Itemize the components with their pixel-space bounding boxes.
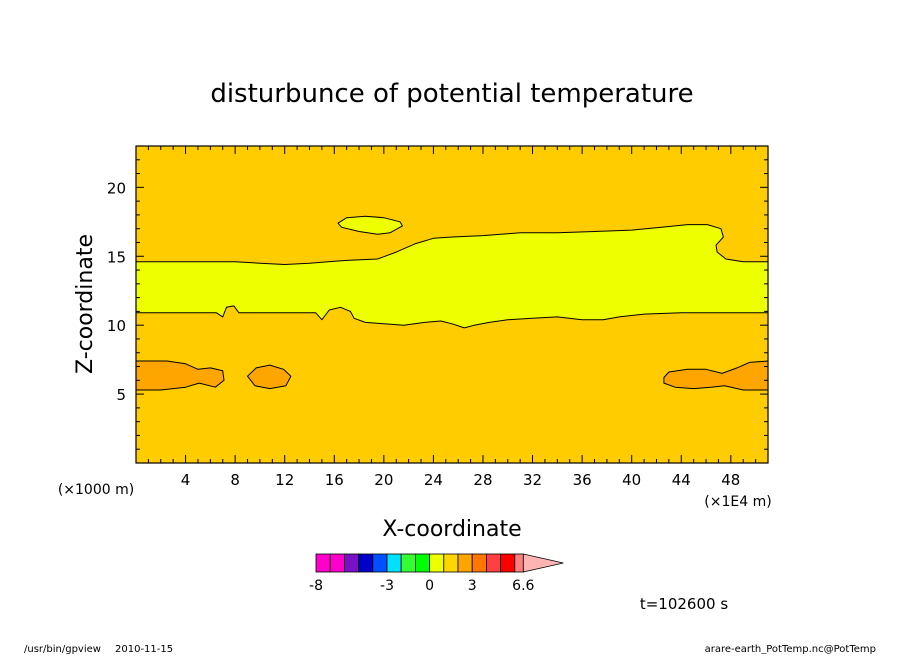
x-tick-label: 28	[473, 471, 492, 489]
footer-date: 2010-11-15	[115, 644, 173, 654]
chart-title: disturbunce of potential temperature	[210, 79, 693, 109]
x-tick-label: 36	[573, 471, 592, 489]
contour-region-mid-band	[135, 224, 769, 329]
y-tick-label: 5	[116, 386, 126, 404]
y-axis-unit: (×1000 m)	[58, 482, 134, 498]
footer-file-name: arare-earth_PotTemp.nc@PotTemp	[705, 644, 876, 654]
contour-region-orange-blob-left	[135, 360, 225, 391]
plot-regions	[135, 146, 769, 463]
colorbar-tick-label: 6.6	[512, 578, 534, 594]
x-tick-label: 12	[275, 471, 294, 489]
colorbar-tick-label: 3	[468, 578, 477, 594]
x-tick-label: 24	[424, 471, 443, 489]
colorbar-cell	[315, 553, 331, 573]
colorbar-cell	[386, 553, 402, 573]
colorbar-cell	[372, 553, 388, 573]
x-tick-label: 20	[374, 471, 393, 489]
contour-region-orange-blob-center	[247, 364, 292, 390]
y-tick-label: 15	[107, 248, 126, 266]
x-axis-unit: (×1E4 m)	[704, 494, 771, 510]
y-axis-ticks: 5 10 15 20	[107, 159, 768, 450]
colorbar-cell	[329, 553, 345, 573]
x-axis-ticks: 4 8 12 16 20 24 28 32 36 40 44 48	[147, 146, 757, 489]
x-tick-label: 44	[672, 471, 691, 489]
x-tick-label: 4	[181, 471, 191, 489]
y-tick-label: 20	[107, 179, 126, 197]
x-tick-label: 48	[721, 471, 740, 489]
footer-program-path: /usr/bin/gpview	[24, 644, 101, 654]
x-tick-label: 32	[523, 471, 542, 489]
colorbar-tick-labels: -8 -3 0 3 6.6	[309, 578, 535, 594]
colorbar-cell	[343, 553, 359, 573]
contour-region-yellow-island	[337, 215, 403, 235]
colorbar-cell	[443, 553, 459, 573]
colorbar-cell	[358, 553, 374, 573]
y-axis-label: Z-coordinate	[73, 234, 98, 374]
colorbar-extension-arrow	[522, 553, 564, 573]
x-axis-label: X-coordinate	[382, 517, 521, 542]
colorbar-cell	[500, 553, 516, 573]
colorbar-tick-label: -8	[309, 578, 323, 594]
colorbar-cell	[414, 553, 430, 573]
colorbar-cell	[485, 553, 501, 573]
colorbar-cell	[429, 553, 445, 573]
colorbar-cell	[457, 553, 473, 573]
colorbar	[315, 553, 564, 573]
y-tick-label: 10	[107, 317, 126, 335]
colorbar-cell	[471, 553, 487, 573]
colorbar-cell	[400, 553, 416, 573]
colorbar-cell	[514, 553, 524, 573]
time-label: t=102600 s	[640, 595, 728, 613]
x-tick-label: 40	[622, 471, 641, 489]
x-tick-label: 16	[325, 471, 344, 489]
plot-frame	[135, 145, 769, 464]
x-tick-label: 8	[230, 471, 240, 489]
colorbar-tick-label: -3	[380, 578, 394, 594]
colorbar-tick-label: 0	[425, 578, 434, 594]
